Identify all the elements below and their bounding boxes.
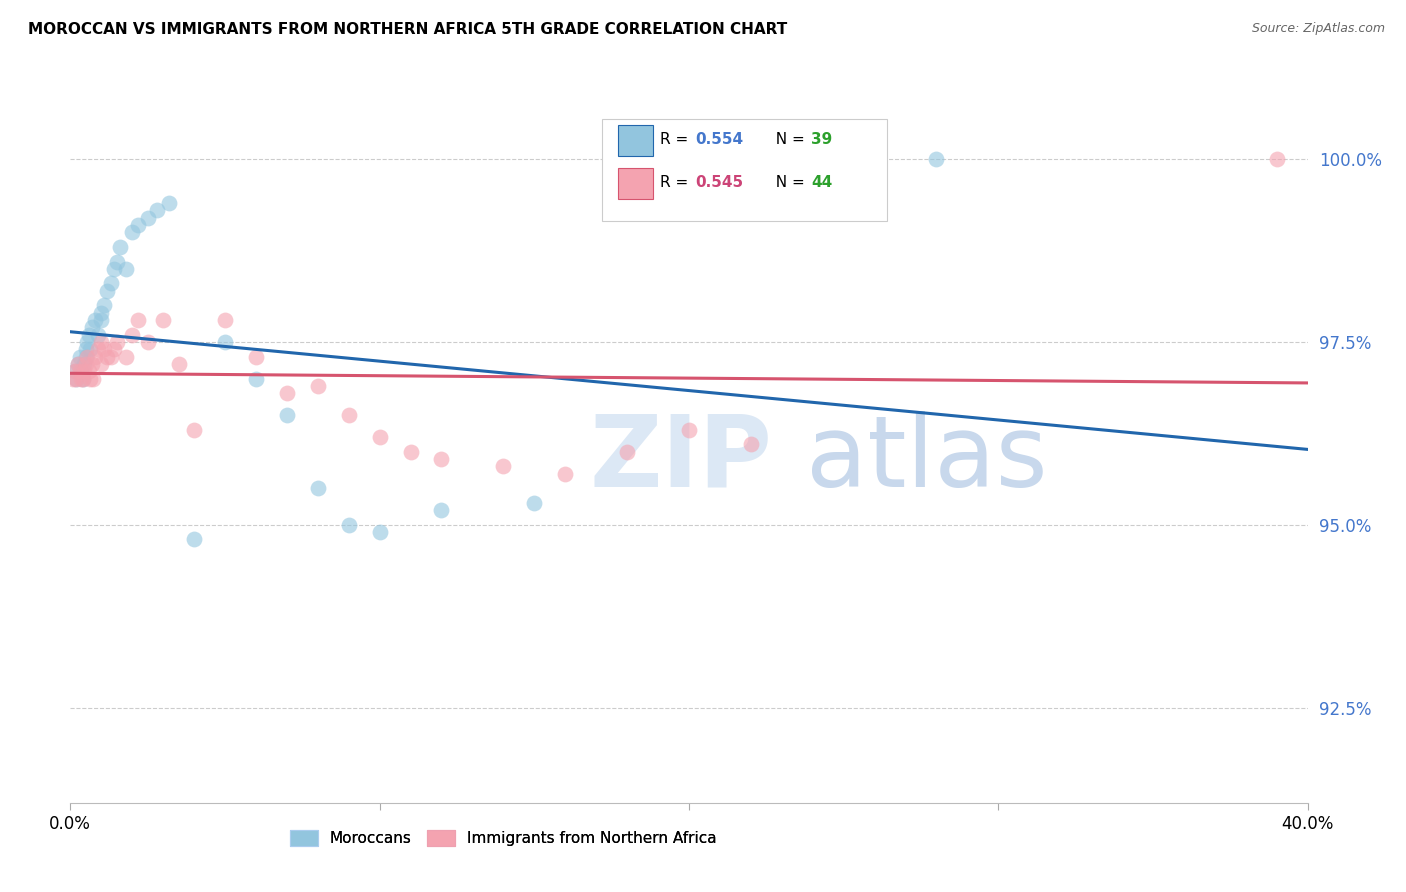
Point: [69, 350, 91, 364]
Point: [276, 386, 298, 401]
Text: atlas: atlas: [807, 410, 1047, 508]
Point: [157, 196, 180, 211]
Point: [72, 371, 94, 385]
Point: [73, 364, 96, 378]
Point: [65, 371, 87, 385]
Point: [430, 503, 453, 517]
Point: [136, 334, 159, 349]
Point: [77, 327, 100, 342]
Point: [96, 284, 118, 298]
Point: [399, 444, 422, 458]
Point: [183, 533, 205, 547]
Point: [93, 298, 115, 312]
Point: [103, 261, 125, 276]
Point: [492, 459, 515, 474]
Point: [127, 313, 149, 327]
Point: [67, 357, 90, 371]
FancyBboxPatch shape: [619, 125, 652, 156]
Point: [214, 313, 236, 327]
Text: 0.554: 0.554: [695, 132, 744, 147]
Point: [127, 218, 149, 232]
Point: [616, 444, 638, 458]
Text: N =: N =: [766, 132, 810, 147]
Point: [167, 357, 190, 371]
Point: [73, 357, 96, 371]
Point: [82, 371, 105, 385]
Point: [245, 350, 267, 364]
Point: [740, 437, 762, 451]
Text: MOROCCAN VS IMMIGRANTS FROM NORTHERN AFRICA 5TH GRADE CORRELATION CHART: MOROCCAN VS IMMIGRANTS FROM NORTHERN AFR…: [28, 22, 787, 37]
Point: [90, 313, 112, 327]
Point: [1265, 152, 1288, 166]
Point: [368, 525, 391, 540]
FancyBboxPatch shape: [602, 119, 887, 221]
Point: [105, 254, 128, 268]
Point: [90, 357, 112, 371]
Point: [75, 350, 97, 364]
Point: [80, 357, 103, 371]
Point: [90, 306, 112, 320]
Point: [70, 364, 93, 378]
Point: [72, 371, 94, 385]
Point: [105, 334, 128, 349]
Point: [96, 350, 118, 364]
Point: [152, 313, 174, 327]
Text: ZIP: ZIP: [591, 410, 773, 508]
Point: [121, 327, 143, 342]
Point: [67, 357, 90, 371]
Text: 44: 44: [811, 175, 832, 190]
Point: [63, 364, 86, 378]
Point: [245, 371, 267, 385]
Point: [678, 423, 700, 437]
Legend: Moroccans, Immigrants from Northern Africa: Moroccans, Immigrants from Northern Afri…: [290, 830, 717, 847]
Point: [368, 430, 391, 444]
Point: [76, 334, 98, 349]
Point: [80, 320, 103, 334]
Text: 39: 39: [811, 132, 832, 147]
Text: N =: N =: [766, 175, 810, 190]
Point: [115, 261, 138, 276]
Point: [93, 343, 115, 357]
Point: [146, 203, 169, 218]
Point: [76, 350, 98, 364]
Point: [214, 334, 236, 349]
Point: [79, 343, 101, 357]
Point: [307, 481, 329, 495]
Point: [554, 467, 576, 481]
Point: [87, 327, 110, 342]
Text: R =: R =: [661, 132, 693, 147]
Point: [69, 364, 91, 378]
Point: [337, 408, 360, 422]
Point: [84, 350, 107, 364]
Text: 0.545: 0.545: [695, 175, 744, 190]
Point: [84, 313, 107, 327]
Point: [100, 277, 122, 291]
Point: [75, 357, 97, 371]
Point: [430, 452, 453, 467]
Point: [87, 343, 110, 357]
Point: [925, 152, 948, 166]
Point: [77, 364, 100, 378]
Point: [62, 371, 84, 385]
Point: [523, 496, 546, 510]
Point: [90, 334, 112, 349]
Point: [65, 371, 87, 385]
Text: R =: R =: [661, 175, 693, 190]
Point: [100, 350, 122, 364]
Point: [276, 408, 298, 422]
Point: [337, 517, 360, 532]
Point: [79, 371, 101, 385]
Point: [121, 225, 143, 239]
Text: Source: ZipAtlas.com: Source: ZipAtlas.com: [1251, 22, 1385, 36]
Point: [103, 343, 125, 357]
Point: [115, 350, 138, 364]
Point: [183, 423, 205, 437]
Point: [108, 240, 131, 254]
Point: [70, 371, 93, 385]
Point: [63, 364, 86, 378]
Point: [136, 211, 159, 225]
Point: [307, 379, 329, 393]
Point: [75, 343, 97, 357]
FancyBboxPatch shape: [619, 168, 652, 199]
